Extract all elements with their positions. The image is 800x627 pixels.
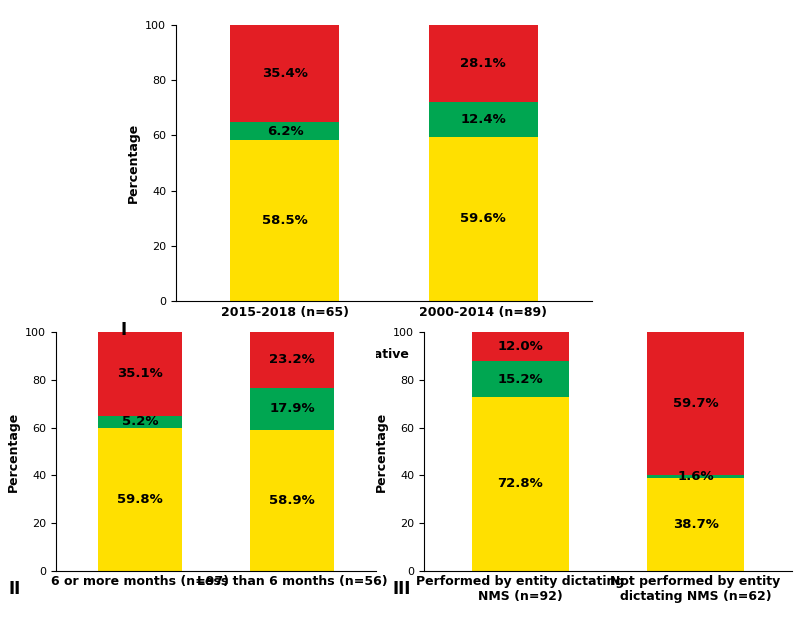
- Text: 59.8%: 59.8%: [117, 493, 162, 506]
- Bar: [230, 140, 339, 301]
- Text: 6.2%: 6.2%: [266, 125, 303, 137]
- Bar: [647, 332, 744, 475]
- Bar: [250, 430, 334, 571]
- Bar: [98, 332, 182, 416]
- Text: 58.5%: 58.5%: [262, 214, 308, 227]
- Bar: [250, 387, 334, 430]
- Text: 58.9%: 58.9%: [270, 494, 315, 507]
- Bar: [230, 25, 339, 122]
- Bar: [98, 428, 182, 571]
- Text: 59.6%: 59.6%: [460, 213, 506, 225]
- Y-axis label: Percentage: Percentage: [6, 411, 20, 492]
- Text: 5.2%: 5.2%: [122, 416, 158, 428]
- Bar: [472, 361, 569, 397]
- Text: 12.4%: 12.4%: [460, 113, 506, 126]
- Text: 38.7%: 38.7%: [673, 518, 718, 531]
- Text: 28.1%: 28.1%: [460, 57, 506, 70]
- Text: 1.6%: 1.6%: [678, 470, 714, 483]
- Text: 59.7%: 59.7%: [673, 397, 718, 410]
- Bar: [429, 25, 538, 102]
- Text: 23.2%: 23.2%: [270, 354, 315, 366]
- Text: 15.2%: 15.2%: [498, 372, 543, 386]
- Y-axis label: Percentage: Percentage: [374, 411, 388, 492]
- Text: 35.1%: 35.1%: [117, 367, 162, 381]
- Bar: [230, 122, 339, 140]
- Text: III: III: [392, 580, 410, 598]
- Legend: Neutral, Positive, Negative: Neutral, Positive, Negative: [149, 343, 415, 366]
- Text: II: II: [8, 580, 20, 598]
- Bar: [98, 416, 182, 428]
- Text: 35.4%: 35.4%: [262, 67, 308, 80]
- Text: I: I: [120, 321, 126, 339]
- Bar: [647, 478, 744, 571]
- Text: 17.9%: 17.9%: [270, 403, 315, 416]
- Bar: [472, 332, 569, 361]
- Bar: [250, 332, 334, 387]
- Bar: [472, 397, 569, 571]
- Y-axis label: Percentage: Percentage: [126, 123, 140, 203]
- Bar: [429, 137, 538, 301]
- Text: 72.8%: 72.8%: [498, 477, 543, 490]
- Bar: [429, 102, 538, 137]
- Bar: [647, 475, 744, 478]
- Text: 12.0%: 12.0%: [498, 340, 543, 353]
